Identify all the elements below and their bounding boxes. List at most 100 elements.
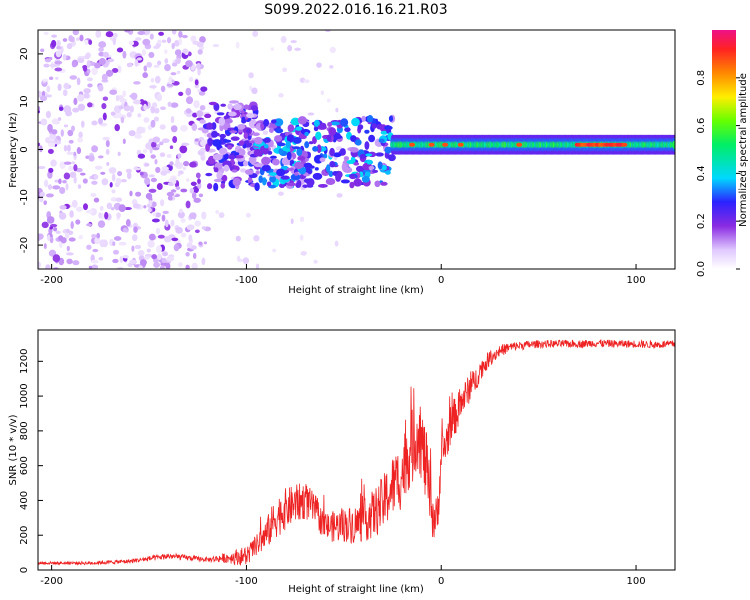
spectrogram-cell bbox=[227, 154, 236, 160]
spectrogram-cell bbox=[136, 57, 143, 61]
spectrogram-cell bbox=[87, 83, 93, 88]
spectrogram-cell bbox=[91, 264, 99, 269]
spectrogram-cell bbox=[351, 117, 360, 127]
spectrogram-cell bbox=[39, 145, 43, 153]
spectrogram-cell bbox=[197, 49, 203, 55]
snr-y-label: SNR (10 * v/v) bbox=[8, 414, 19, 485]
spectrogram-cell bbox=[150, 177, 158, 183]
spectrogram-cell bbox=[138, 265, 143, 269]
spectrogram-cell bbox=[60, 129, 64, 137]
spectrogram-cell bbox=[129, 190, 133, 197]
spectrogram-cell bbox=[59, 186, 66, 195]
spectrogram-cell bbox=[139, 259, 147, 266]
spectrogram-cell bbox=[159, 152, 166, 158]
snr-background bbox=[38, 330, 675, 570]
spectrogram-cell bbox=[185, 87, 192, 96]
spectrogram-cell bbox=[297, 155, 306, 161]
spectrogram-cell bbox=[111, 68, 119, 73]
spectrogram-cell bbox=[137, 153, 146, 159]
spectrogram-cell bbox=[294, 47, 301, 51]
spectrogram-cell bbox=[147, 207, 152, 213]
spectrogram-cell bbox=[175, 158, 180, 167]
spectrogram-cell bbox=[152, 136, 161, 143]
spectrogram-cell bbox=[161, 166, 169, 172]
spectrogram-cell bbox=[159, 265, 165, 269]
spectrogram-cell bbox=[155, 212, 161, 218]
spectrogram-cell bbox=[120, 116, 125, 124]
spectrogram-cell bbox=[191, 191, 197, 200]
spectrogram-cell bbox=[175, 57, 181, 64]
spectrogram-cell bbox=[162, 210, 169, 215]
spectrogram-cell bbox=[326, 134, 332, 142]
spectrogram-cell bbox=[272, 248, 277, 253]
spectrogram-cell bbox=[125, 218, 131, 227]
spectrogram-cell bbox=[118, 241, 127, 246]
spectrogram-cell bbox=[156, 143, 161, 149]
spectrogram-cell bbox=[286, 167, 295, 171]
spectrogram-cell bbox=[252, 132, 260, 137]
spectrogram-cell bbox=[47, 171, 53, 179]
spectrogram-cell bbox=[371, 123, 377, 129]
spectrogram-cell bbox=[255, 170, 260, 175]
spectrogram-cell bbox=[329, 161, 336, 168]
spectrogram-cell bbox=[102, 96, 109, 101]
spectrogram-cell bbox=[180, 218, 186, 223]
spectrogram-cell bbox=[328, 170, 334, 177]
spectrogram-cell bbox=[368, 134, 376, 143]
spectrogram-cell bbox=[270, 155, 277, 159]
spectrogram-cell bbox=[110, 111, 116, 116]
spectrogram-cell bbox=[198, 193, 204, 198]
spectrogram-cell bbox=[110, 207, 115, 211]
spectrogram-cell bbox=[335, 107, 339, 113]
spectrogram-cell bbox=[161, 39, 167, 43]
spectrogram-cell bbox=[134, 59, 139, 67]
spectrogram-cell bbox=[205, 172, 213, 177]
spectrogram-cell bbox=[72, 260, 80, 266]
spectrogram-cell bbox=[94, 62, 101, 69]
spectrogram-cell bbox=[275, 128, 284, 134]
spectrogram-cell bbox=[246, 128, 251, 134]
spectrogram-cell bbox=[63, 124, 69, 128]
spectrogram-cell bbox=[68, 139, 74, 144]
spectrogram-cell bbox=[346, 160, 355, 164]
snr-x-tick-label: 100 bbox=[626, 576, 645, 587]
spectrogram-cell bbox=[47, 234, 51, 241]
spectrogram-cell bbox=[353, 178, 363, 187]
spectrogram-cell bbox=[189, 212, 197, 220]
spectrogram-cell bbox=[182, 34, 188, 39]
spectrogram-cell bbox=[131, 245, 135, 252]
spectrogram-cell bbox=[68, 35, 74, 42]
spectrogram-cell bbox=[83, 92, 90, 99]
spectrogram-cell bbox=[129, 105, 135, 113]
spectrogram-cell bbox=[203, 241, 208, 245]
spectrogram-cell bbox=[240, 109, 245, 114]
spectrogram-cell bbox=[278, 183, 286, 189]
spectrogram-cell bbox=[171, 176, 177, 185]
spectrogram-cell bbox=[167, 101, 172, 107]
spectrogram-cell bbox=[67, 129, 74, 137]
spectrogram-cell bbox=[143, 103, 147, 111]
spectrogram-cell bbox=[221, 174, 228, 182]
spectrogram-cell bbox=[286, 182, 297, 187]
spectrogram-cell bbox=[112, 241, 116, 246]
spectrogram-cell bbox=[242, 257, 250, 265]
spectrogram-cell bbox=[253, 235, 260, 242]
spectrogram-cell bbox=[51, 34, 57, 38]
spectrogram-cell bbox=[63, 172, 71, 180]
spectrogram-cell bbox=[164, 58, 169, 64]
spectrogram-cell bbox=[88, 39, 93, 45]
snr-y-tick-label: 1200 bbox=[19, 349, 30, 374]
spectrogram-cell bbox=[349, 181, 355, 189]
spectrogram-cell bbox=[365, 153, 373, 157]
spectrogram-cell bbox=[142, 148, 148, 154]
spectrogram-cell bbox=[94, 165, 103, 170]
spectrogram-cell bbox=[672, 140, 675, 149]
spectrogram-cell bbox=[196, 41, 204, 48]
spectrogram-cell bbox=[129, 259, 138, 265]
spectrogram-y-label: Frequency (Hz) bbox=[8, 112, 19, 188]
spectrogram-cell bbox=[248, 72, 254, 79]
spectrogram-cell bbox=[39, 95, 48, 102]
spectrogram-cell bbox=[75, 167, 83, 173]
spectrogram-cell bbox=[177, 211, 185, 219]
snr-marks bbox=[38, 339, 675, 566]
